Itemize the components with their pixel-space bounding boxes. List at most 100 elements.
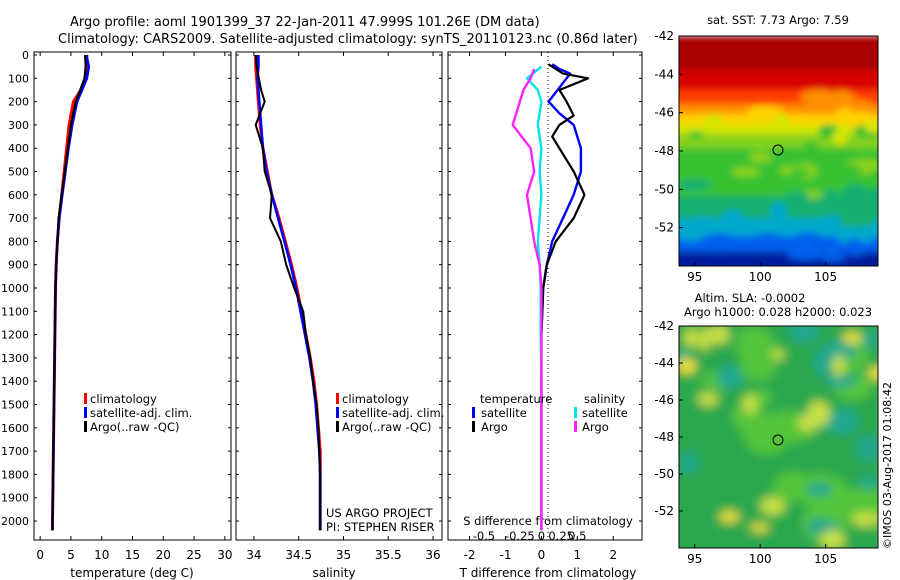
t-difference-x-axis: -2 -1 0 1 2 <box>464 52 617 562</box>
series-line-argo-raw-qc- <box>254 54 322 531</box>
sla-map-subtitle: Argo h1000: 0.028 h2000: 0.023 <box>684 305 872 319</box>
map-y-tick-label: -46 <box>654 393 674 407</box>
depth-tick-label: 800 <box>8 235 29 248</box>
depth-tick-label: 1300 <box>1 352 29 365</box>
depth-tick-label: 1800 <box>1 468 29 481</box>
map-x-tick-label: 95 <box>687 270 702 284</box>
figure-title-line1: Argo profile: aoml 1901399_37 22-Jan-201… <box>70 15 540 30</box>
depth-tick-label: 300 <box>8 119 29 132</box>
difference-series <box>511 63 590 531</box>
temperature-x-label: temperature (deg C) <box>70 566 193 580</box>
salinity-legend: climatology satellite-adj. clim. Argo(..… <box>336 392 444 434</box>
salinity-x-label: salinity <box>312 566 355 580</box>
temperature-plot-area <box>33 51 232 541</box>
x-tick-label: 5 <box>67 548 75 562</box>
legend-swatch-climatology <box>336 393 339 404</box>
legend-label-climatology: climatology <box>342 392 409 406</box>
legend-swatch-argo <box>84 421 87 432</box>
x-tick-label: 25 <box>186 548 201 562</box>
map-x-tick-label: 100 <box>749 270 772 284</box>
credit-pi: PI: STEPHEN RISER <box>326 520 435 534</box>
legend-swatch-satellite-adj <box>84 407 87 418</box>
x-tick-label: 1 <box>574 548 582 562</box>
salinity-series <box>254 54 322 531</box>
series-line-salinity-argo <box>511 68 543 531</box>
x-tick-label: 35 <box>336 548 351 562</box>
imos-timestamp: ©IMOS 03-Aug-2017 01:08:42 <box>881 382 894 549</box>
depth-tick-label: 1400 <box>1 375 29 388</box>
legend-swatch-sal-argo <box>574 421 577 432</box>
map-y-tick-label: -50 <box>654 467 674 481</box>
depth-tick-label: 1000 <box>1 282 29 295</box>
legend-swatch-temp-satellite <box>472 407 475 418</box>
depth-tick-label: 1900 <box>1 492 29 505</box>
s-diff-tick-label: -0.5 <box>473 529 495 543</box>
sla-heatmap <box>679 326 878 548</box>
x-tick-label: 34 <box>246 548 261 562</box>
depth-tick-label: 1200 <box>1 329 29 342</box>
s-difference-axis: -0.5 -0.25 0 0.250.5 <box>473 529 587 543</box>
sst-heatmap <box>679 36 878 266</box>
x-tick-label: 10 <box>94 548 109 562</box>
map-y-tick-label: -42 <box>654 29 674 43</box>
s-diff-tick-label: 0.25 <box>548 529 574 543</box>
depth-tick-label: 0 <box>22 49 29 62</box>
legend-label-climatology: climatology <box>90 392 157 406</box>
depth-tick-label: 1700 <box>1 445 29 458</box>
legend-swatch-satellite-adj <box>336 407 339 418</box>
x-tick-label: 20 <box>156 548 171 562</box>
figure-title-line2: Climatology: CARS2009. Satellite-adjuste… <box>58 32 638 47</box>
depth-tick-label: 400 <box>8 142 29 155</box>
map-y-tick-label: -52 <box>654 221 674 235</box>
legend-label-argo: Argo(..raw -QC) <box>342 420 432 434</box>
map-x-tick-label: 100 <box>749 552 772 566</box>
map-y-tick-label: -42 <box>654 319 674 333</box>
x-tick-label: 35.5 <box>375 548 402 562</box>
map-y-tick-label: -50 <box>654 182 674 196</box>
depth-tick-label: 900 <box>8 259 29 272</box>
depth-tick-label: 2000 <box>1 515 29 528</box>
t-difference-label: T difference from climatology <box>459 566 637 580</box>
depth-tick-label: 1600 <box>1 422 29 435</box>
map-y-tick-label: -48 <box>654 430 674 444</box>
legend-swatch-sal-satellite <box>574 407 577 418</box>
map-y-tick-label: -44 <box>654 67 674 81</box>
x-tick-label: -2 <box>464 548 476 562</box>
legend-title-salinity: salinity <box>584 392 625 406</box>
series-line-argo-raw-qc- <box>51 54 87 531</box>
map-y-tick-label: -46 <box>654 106 674 120</box>
map-x-tick-label: 95 <box>687 552 702 566</box>
legend-label-sal-argo: Argo <box>582 420 609 434</box>
x-tick-label: 0 <box>538 548 546 562</box>
s-diff-tick-label: -0.25 <box>505 529 535 543</box>
temperature-x-axis: 0 5 10 15 20 25 30 <box>36 52 232 562</box>
depth-tick-label: 600 <box>8 189 29 202</box>
map-x-tick-label: 105 <box>814 552 837 566</box>
sst-map-axes: 95 100 105 -42 -44 -46 -48 -50 -52 <box>654 29 837 284</box>
salinity-x-axis: 34 34.5 35 35.5 36 <box>246 52 441 562</box>
difference-plot-area <box>447 51 643 541</box>
x-tick-label: 2 <box>609 548 617 562</box>
depth-tick-label: 100 <box>8 72 29 85</box>
map-y-tick-label: -44 <box>654 356 674 370</box>
depth-tick-label: 500 <box>8 166 29 179</box>
depth-axis: 0 100 200 300 400 500 600 700 800 900 1000 1100 1200… <box>1 49 642 528</box>
s-difference-label: S difference from climatology <box>463 514 633 528</box>
x-tick-label: 0 <box>36 548 44 562</box>
legend-label-satellite-adj: satellite-adj. clim. <box>90 406 192 420</box>
s-diff-tick-label: 0 <box>538 529 545 543</box>
temperature-series <box>51 54 91 531</box>
x-tick-label: 30 <box>217 548 232 562</box>
credit-project: US ARGO PROJECT <box>326 506 434 520</box>
sla-argo-location-marker <box>772 434 784 446</box>
legend-label-sal-satellite: satellite <box>582 406 628 420</box>
salinity-plot-area <box>235 51 443 541</box>
map-y-tick-label: -52 <box>654 504 674 518</box>
x-tick-label: 15 <box>125 548 140 562</box>
temperature-legend: climatology satellite-adj. clim. Argo(..… <box>84 392 192 434</box>
sst-map-title: sat. SST: 7.73 Argo: 7.59 <box>707 13 849 27</box>
x-tick-label: 34.5 <box>285 548 312 562</box>
legend-label-argo: Argo(..raw -QC) <box>90 420 180 434</box>
depth-tick-label: 1100 <box>1 305 29 318</box>
